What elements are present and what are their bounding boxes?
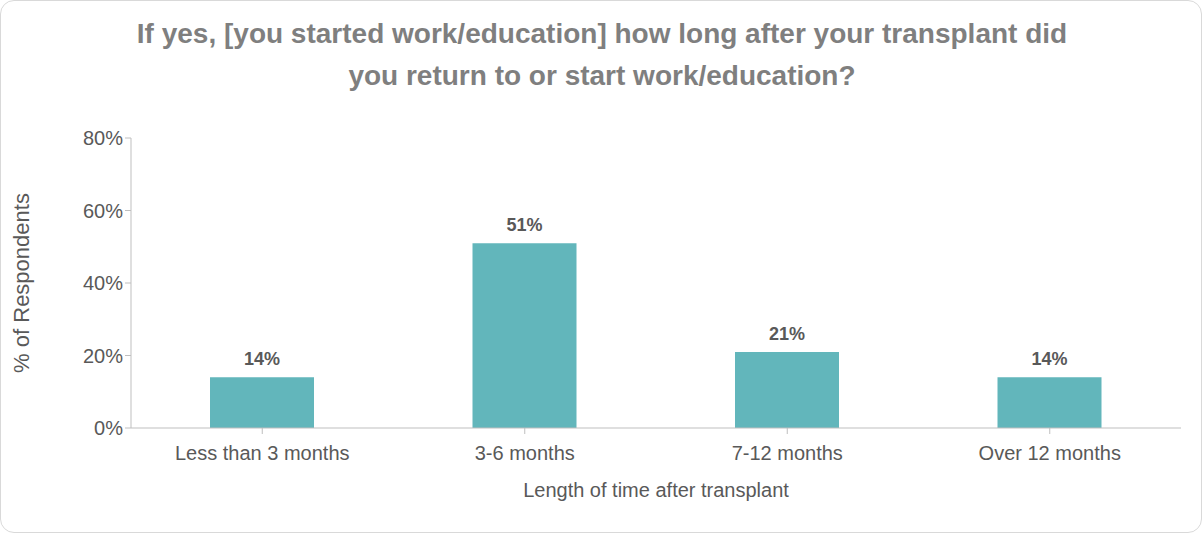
svg-text:51%: 51% [506, 215, 542, 235]
svg-text:Length of time after transplan: Length of time after transplant [523, 479, 789, 501]
svg-text:40%: 40% [83, 272, 123, 294]
svg-text:Less than 3 months: Less than 3 months [175, 442, 350, 464]
svg-text:Over 12 months: Over 12 months [979, 442, 1121, 464]
svg-text:21%: 21% [769, 324, 805, 344]
svg-text:14%: 14% [1031, 349, 1067, 369]
svg-text:60%: 60% [83, 200, 123, 222]
svg-text:3-6 months: 3-6 months [475, 442, 575, 464]
svg-text:20%: 20% [83, 345, 123, 367]
svg-text:% of Respondents: % of Respondents [9, 193, 34, 373]
svg-text:80%: 80% [83, 127, 123, 149]
svg-text:7-12 months: 7-12 months [732, 442, 843, 464]
html-text:If yes, [you started work/educ: If yes, [you started work/education] how… [136, 18, 1068, 91]
svg-text:0%: 0% [94, 417, 123, 439]
svg-text:14%: 14% [244, 349, 280, 369]
